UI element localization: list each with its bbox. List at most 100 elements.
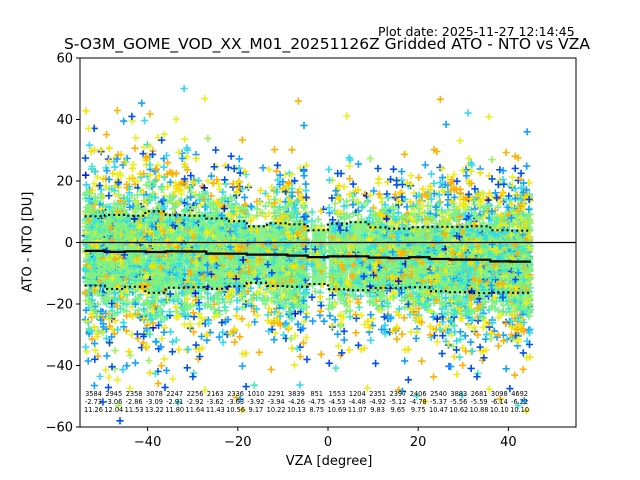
scatter-point xyxy=(372,359,380,367)
scatter-point xyxy=(333,185,341,194)
scatter-point xyxy=(88,223,96,232)
scatter-point xyxy=(456,335,465,343)
scatter-point xyxy=(103,279,111,288)
scatter-point xyxy=(123,224,131,232)
scatter-point xyxy=(222,180,230,188)
scatter-point xyxy=(119,366,127,374)
scatter-point xyxy=(131,228,139,236)
scatter-point xyxy=(316,293,324,301)
scatter-point xyxy=(114,151,122,159)
scatter-point xyxy=(117,257,125,265)
scatter-point xyxy=(180,85,188,93)
scatter-point xyxy=(302,187,310,195)
scatter-point xyxy=(172,115,180,123)
scatter-point xyxy=(383,190,391,198)
scatter-point xyxy=(85,256,93,264)
scatter-point xyxy=(133,330,141,338)
scatter-point xyxy=(267,366,275,374)
scatter-point xyxy=(94,289,102,297)
scatter-point xyxy=(131,359,139,367)
scatter-point xyxy=(235,155,243,163)
scatter-point xyxy=(157,362,165,370)
scatter-point xyxy=(221,176,229,184)
scatter-point xyxy=(273,167,281,175)
scatter-point xyxy=(139,339,147,347)
scatter-point xyxy=(447,363,455,371)
scatter-point xyxy=(140,170,148,178)
scatter-point xyxy=(122,264,130,273)
scatter-point xyxy=(132,197,140,206)
scatter-point xyxy=(123,260,131,268)
scatter-point xyxy=(389,165,398,173)
scatter-point xyxy=(99,398,107,406)
scatter-point xyxy=(238,136,246,144)
scatter-point xyxy=(114,284,122,292)
scatter-point xyxy=(105,339,114,347)
scatter-point xyxy=(404,376,412,384)
scatter-point xyxy=(215,333,223,341)
scatter-point xyxy=(122,327,130,335)
scatter-point xyxy=(320,317,328,325)
scatter-point xyxy=(340,183,348,191)
scatter-point xyxy=(334,330,342,338)
scatter-point xyxy=(134,266,142,274)
scatter-point xyxy=(102,276,110,284)
scatter-point xyxy=(129,161,137,169)
scatter-point xyxy=(135,306,143,314)
scatter-point xyxy=(345,162,353,170)
scatter-point xyxy=(300,121,308,129)
scatter-point xyxy=(154,380,162,388)
scatter-point xyxy=(114,402,122,410)
scatter-point xyxy=(140,116,149,125)
scatter-point xyxy=(102,259,110,267)
scatter-point xyxy=(415,174,423,182)
scatter-point xyxy=(343,112,351,120)
scatter-point xyxy=(314,215,322,223)
scatter-point xyxy=(113,302,121,310)
scatter-point xyxy=(111,347,119,355)
scatter-point xyxy=(412,334,420,342)
scatter-point xyxy=(102,131,111,139)
scatter-point xyxy=(253,311,261,320)
scatter-point xyxy=(160,328,168,336)
scatter-point xyxy=(128,112,136,120)
scatter-point xyxy=(160,163,168,171)
scatter-point xyxy=(367,336,375,344)
scatter-point xyxy=(108,299,116,308)
scatter-point xyxy=(81,288,89,296)
scatter-point xyxy=(111,316,120,325)
scatter-point xyxy=(82,207,90,215)
scatter-point xyxy=(81,264,89,273)
scatter-point xyxy=(105,313,113,321)
scatter-point xyxy=(81,154,89,162)
scatter-point xyxy=(221,303,229,311)
x-axis-label: VZA [degree] xyxy=(285,454,373,469)
scatter-point xyxy=(126,203,134,211)
scatter-point xyxy=(84,293,92,301)
scatter-point xyxy=(85,286,94,294)
scatter-point xyxy=(128,173,136,182)
scatter-point xyxy=(374,179,382,187)
scatter-point xyxy=(117,243,125,251)
scatter-point xyxy=(91,340,99,348)
scatter-point xyxy=(116,197,124,205)
scatter-point xyxy=(113,228,121,236)
scatter-point xyxy=(108,333,116,341)
scatter-point xyxy=(377,194,385,202)
scatter-point xyxy=(126,310,134,319)
scatter-point xyxy=(90,261,98,269)
scatter-point xyxy=(421,161,429,169)
scatter-point xyxy=(128,255,136,263)
scatter-point xyxy=(97,316,105,324)
scatter-point xyxy=(90,146,98,154)
scatter-point xyxy=(94,327,102,335)
scatter-point xyxy=(442,120,450,128)
scatter-point xyxy=(113,272,121,280)
scatter-point xyxy=(91,197,99,205)
scatter-point xyxy=(114,178,123,186)
scatter-point xyxy=(325,165,333,174)
scatter-point xyxy=(137,273,145,281)
scatter-point xyxy=(265,165,273,173)
scatter-point xyxy=(105,373,113,382)
scatter-point xyxy=(456,353,464,361)
